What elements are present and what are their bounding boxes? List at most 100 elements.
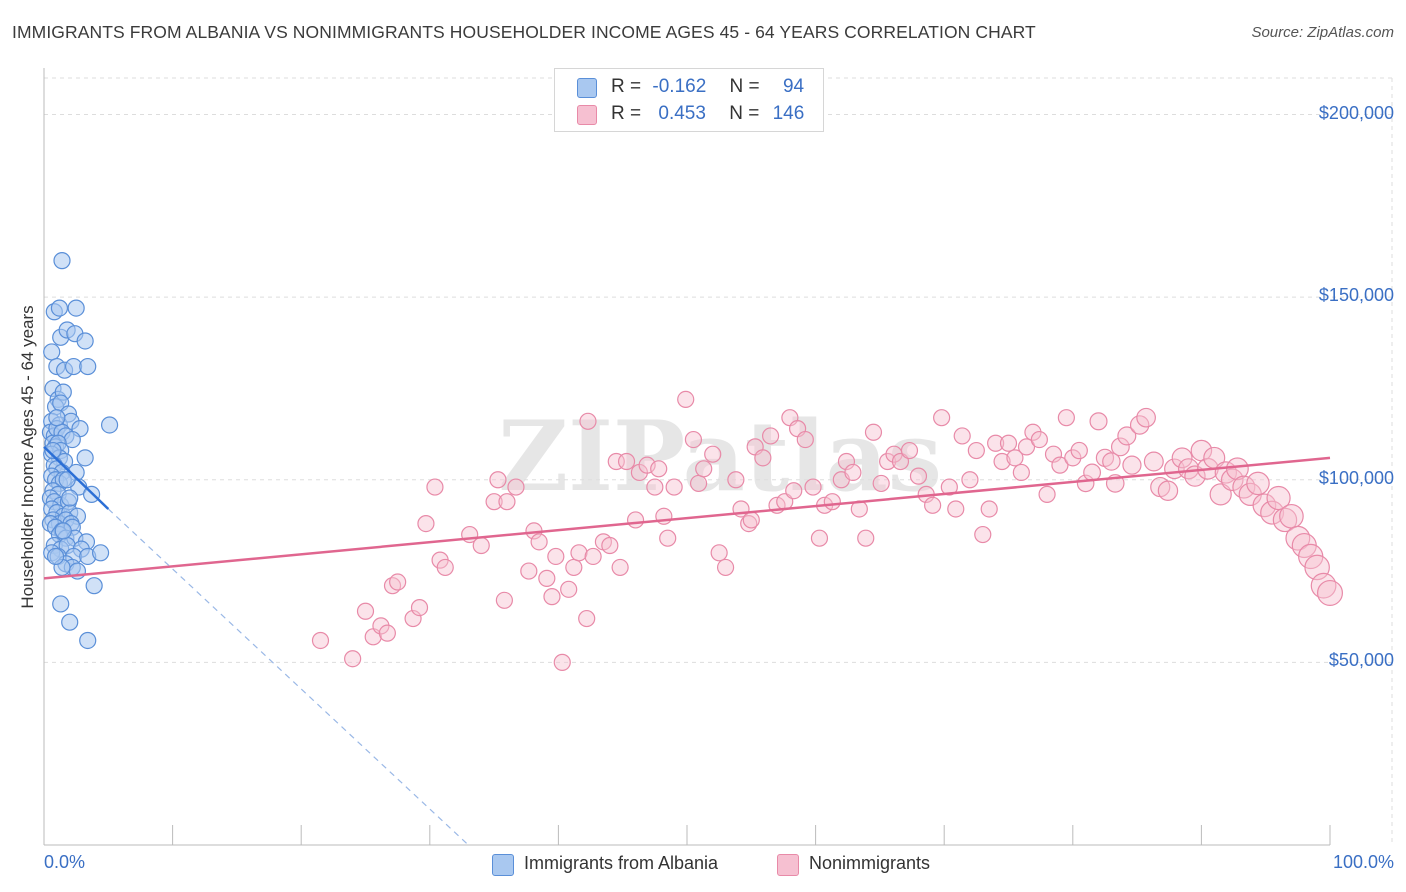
nonimmigrant-point [844, 463, 862, 482]
nonimmigrant-point [311, 631, 330, 650]
nonimmigrant-point [1246, 471, 1270, 496]
albania-point [58, 471, 76, 489]
albania-point [76, 332, 94, 350]
nonimmigrant-point [547, 547, 565, 566]
nonimmigrant-point [472, 536, 490, 555]
nonimmigrant-point [1232, 475, 1256, 499]
nonimmigrant-point [1102, 452, 1121, 471]
nonimmigrant-point [426, 478, 444, 496]
nonimmigrant-point [578, 609, 596, 628]
x-tick-label-min: 0.0% [44, 852, 86, 872]
nonimmigrant-point [1070, 441, 1088, 460]
nonimmigrant-point [485, 493, 503, 511]
nonimmigrant-point [410, 598, 429, 617]
nonimmigrant-point [584, 547, 602, 566]
albania-point [67, 299, 85, 317]
nonimmigrant-point [1272, 507, 1298, 533]
nonimmigrant-point [1038, 485, 1056, 503]
legend-r-value: 0.453 [658, 103, 706, 124]
nonimmigrant-point [344, 650, 362, 668]
legend-n-value: 94 [782, 76, 805, 97]
nonimmigrant-point [704, 445, 722, 463]
legend-r-label: R = [611, 103, 642, 124]
y-tick-label: $200,000 [1318, 102, 1394, 123]
nonimmigrant-point [900, 441, 919, 460]
albania-trendline-extension [107, 508, 469, 846]
albania-point [61, 613, 79, 631]
nonimmigrant-point [1064, 449, 1082, 467]
nonimmigrant-point [417, 514, 435, 533]
nonimmigrant-point [823, 493, 841, 511]
legend-r-label: R = [611, 76, 642, 97]
nonimmigrant-point [611, 558, 629, 577]
nonimmigrant-point [389, 573, 407, 591]
nonimmigrant-point [601, 536, 619, 555]
nonimmigrant-point [378, 624, 396, 642]
legend-swatch-pink [577, 105, 597, 125]
albania-point [91, 544, 110, 562]
nonimmigrant-point [1260, 500, 1285, 525]
y-tick-label: $150,000 [1318, 285, 1394, 306]
nonimmigrant-point [961, 471, 979, 489]
nonimmigrant-point [804, 478, 822, 496]
albania-trendline [43, 445, 110, 510]
nonimmigrant-point [1225, 457, 1249, 481]
nonimmigrant-point [665, 478, 683, 496]
nonimmigrant-point [689, 474, 708, 493]
nonimmigrant-point [489, 471, 507, 489]
nonimmigrant-point [646, 478, 664, 496]
nonimmigrant-point [909, 467, 928, 485]
nonimmigrant-point [498, 493, 516, 511]
nonimmigrant-point [677, 390, 695, 409]
nonimmigrant-point [1220, 468, 1244, 492]
nonimmigrant-point [924, 496, 942, 514]
nonimmigrant-point [538, 569, 556, 587]
albania-point [54, 522, 72, 540]
albania-point [52, 595, 70, 613]
nonimmigrant-point [974, 525, 992, 544]
nonimmigrant-point [1316, 579, 1343, 606]
albania-point [79, 357, 97, 376]
nonimmigrant-point [1143, 451, 1164, 472]
legend-n-label: N = [729, 76, 760, 97]
nonimmigrant-point [940, 478, 958, 496]
nonimmigrant-point [570, 544, 588, 562]
albania-point [43, 343, 61, 361]
nonimmigrant-point [617, 452, 636, 471]
legend-n-value: 146 [772, 103, 805, 124]
nonimmigrant-point [1051, 456, 1069, 474]
legend-swatch-pink [777, 854, 799, 876]
nonimmigrant-point [837, 452, 856, 471]
nonimmigrant-point [999, 434, 1018, 452]
nonimmigrant-point [810, 529, 829, 547]
nonimmigrant-point [933, 409, 951, 427]
y-tick-label: $50,000 [1328, 650, 1394, 671]
nonimmigrant-point [993, 452, 1011, 471]
nonimmigrant-point [1171, 447, 1193, 469]
nonimmigrant-point [579, 412, 597, 430]
nonimmigrant-point [404, 609, 422, 628]
nonimmigrant-point [520, 562, 538, 580]
nonimmigrant-point [980, 500, 998, 518]
legend-swatch-blue [492, 854, 514, 876]
legend-label-nonimmigrants: Nonimmigrants [809, 853, 931, 873]
nonimmigrant-point [650, 460, 668, 478]
nonimmigrant-point [1012, 463, 1030, 482]
nonimmigrant-point [872, 474, 890, 493]
albania-point [50, 299, 69, 317]
nonimmigrant-point [543, 588, 561, 606]
nonimmigrant-point [1006, 449, 1024, 467]
nonimmigrant-point [1044, 445, 1063, 463]
nonimmigrant-point [727, 471, 745, 489]
stats-legend: R = -0.162 N = 94 R = 0.453 N = 146 [554, 68, 824, 132]
legend-n-label: N = [729, 103, 760, 124]
nonimmigrant-point [659, 529, 677, 547]
nonimmigrant-point [1117, 426, 1137, 446]
nonimmigrant-point [710, 544, 728, 562]
series-legend: Immigrants from Albania Nonimmigrants [0, 852, 1406, 878]
nonimmigrant-point [716, 558, 735, 577]
albania-point [48, 409, 66, 427]
nonimmigrant-point [967, 441, 985, 460]
nonimmigrant-point [436, 558, 454, 577]
